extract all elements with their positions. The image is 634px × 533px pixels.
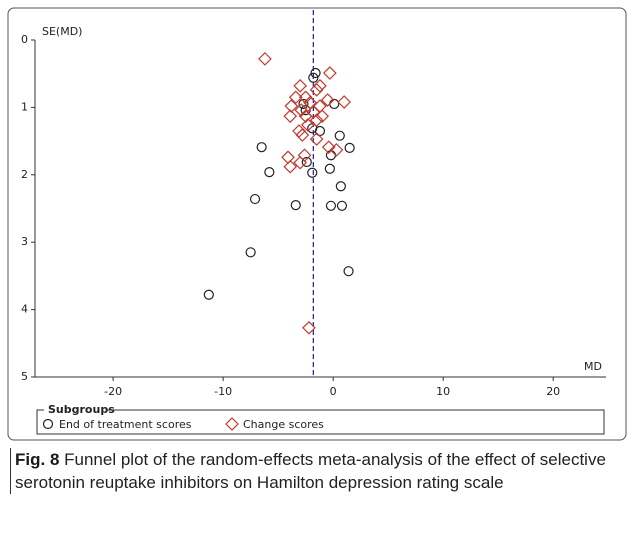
y-tick-label: 0 — [21, 33, 28, 46]
diamond-point — [283, 109, 298, 124]
legend-label: Change scores — [243, 418, 324, 431]
chart: SE(MD) MD Subgroups 0 1 2 3 4 5 -20 -10 0 10 20 End… — [7, 7, 627, 441]
diamond-point — [337, 95, 352, 109]
circle-point — [325, 200, 337, 211]
diamond-point — [294, 103, 309, 117]
diamond-point — [329, 143, 344, 157]
x-tick-label: 10 — [436, 385, 450, 398]
legend-title: Subgroups — [48, 403, 115, 416]
legend-label: End of treatment scores — [59, 418, 192, 431]
circle-point — [329, 98, 340, 110]
circle-point — [310, 67, 321, 79]
diamond-point — [300, 118, 315, 132]
y-tick-label: 1 — [21, 100, 28, 113]
circle-point — [264, 167, 275, 178]
y-axis-title: SE(MD) — [42, 25, 82, 38]
diamond-point — [309, 132, 324, 146]
circle-point — [314, 125, 326, 137]
legend-box — [36, 409, 605, 435]
circle-point — [256, 142, 267, 153]
circle-point — [344, 142, 355, 153]
y-tick-label: 4 — [21, 303, 28, 316]
circle-point — [301, 156, 312, 168]
legend-marker — [42, 418, 54, 430]
diamond-point — [293, 155, 307, 170]
diamond-point — [298, 109, 313, 124]
figure-frame — [7, 7, 627, 441]
diamond-point — [293, 78, 307, 93]
caption: Fig. 8 Funnel plot of the random-effects… — [10, 448, 625, 494]
x-tick-label: 20 — [546, 385, 560, 398]
y-tick-label: 2 — [21, 168, 28, 181]
x-tick-label: -10 — [214, 385, 232, 398]
circle-point — [203, 289, 214, 300]
y-tick-label: 3 — [21, 235, 28, 248]
circle-point — [343, 266, 354, 277]
diamond-point — [281, 150, 295, 165]
y-tick-label: 5 — [21, 370, 28, 383]
x-tick-label: 0 — [330, 385, 337, 398]
diamond-point — [295, 128, 310, 142]
circle-point — [334, 130, 345, 141]
diamond-point — [288, 90, 303, 105]
x-tick-label: -20 — [104, 385, 122, 398]
circle-point — [336, 200, 348, 211]
diamond-point — [298, 90, 313, 105]
diamond-point — [283, 159, 298, 174]
diamond-point — [258, 52, 272, 66]
circle-point — [298, 98, 309, 110]
diamond-point — [309, 113, 324, 128]
diamond-point — [320, 93, 335, 107]
circle-point — [324, 163, 335, 174]
circle-point — [307, 167, 318, 178]
diamond-point — [297, 148, 312, 163]
circle-point — [245, 247, 256, 258]
diamond-point — [321, 140, 336, 155]
diamond-point — [302, 320, 316, 335]
x-axis-title: MD — [584, 360, 602, 373]
circle-point — [335, 181, 346, 192]
legend-title-bg — [44, 404, 106, 416]
circle-point — [308, 72, 319, 83]
diamond-point — [315, 109, 329, 124]
circle-point — [290, 200, 301, 211]
legend-marker — [225, 417, 239, 431]
diamond-point — [309, 83, 324, 97]
caption-text: Funnel plot of the random-effects meta-a… — [15, 450, 606, 492]
caption-label: Fig. 8 — [15, 450, 60, 469]
diamond-point — [323, 66, 337, 80]
circle-point — [249, 193, 261, 205]
